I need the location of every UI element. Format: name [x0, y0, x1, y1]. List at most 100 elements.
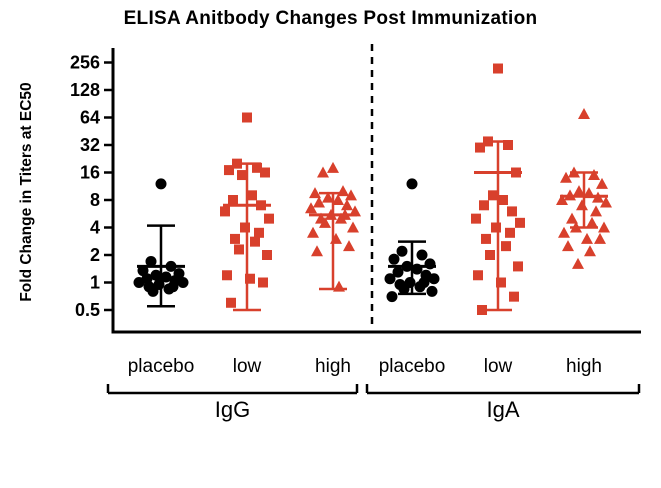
y-tick-label: 128: [70, 80, 100, 100]
data-point-circle: [414, 281, 426, 293]
y-tick-label: 16: [80, 163, 100, 183]
data-point-circle: [177, 277, 189, 288]
data-point-square: [491, 222, 501, 233]
data-point-triangle: [345, 189, 357, 201]
data-point-square: [237, 170, 247, 181]
data-point-triangle: [573, 185, 585, 197]
data-point-triangle: [327, 161, 339, 173]
data-point-square: [252, 162, 262, 173]
data-point-triangle: [317, 166, 329, 178]
data-point-triangle: [590, 205, 602, 217]
data-point-triangle: [588, 169, 600, 181]
data-point-square: [240, 222, 250, 233]
data-point-triangle: [562, 240, 574, 252]
data-point-square: [245, 273, 255, 284]
y-tick-label: 2: [90, 245, 100, 265]
data-point-triangle: [305, 202, 317, 214]
data-point-square: [493, 63, 503, 74]
x-group-label: high: [566, 356, 602, 377]
y-tick-label: 64: [80, 108, 100, 128]
data-point-square: [505, 227, 515, 238]
data-point-square: [471, 213, 481, 224]
panel-label: IgG: [215, 397, 250, 422]
data-point-circle: [396, 245, 408, 257]
data-point-triangle: [586, 216, 598, 228]
data-point-circle: [147, 285, 159, 297]
data-point-square: [477, 305, 487, 315]
x-group-label: placebo: [379, 356, 446, 377]
data-point-square: [475, 142, 485, 153]
data-point-triangle: [332, 194, 344, 205]
data-point-triangle: [594, 232, 606, 244]
data-point-circle: [406, 178, 418, 190]
data-point-triangle: [596, 177, 608, 189]
data-point-triangle: [319, 216, 331, 228]
data-point-circle: [155, 178, 167, 190]
data-point-square: [507, 206, 517, 217]
y-tick-label: 8: [90, 190, 100, 210]
chart-title: ELISA Anitbody Changes Post Immunization: [123, 8, 538, 29]
data-point-square: [220, 206, 230, 217]
y-tick-label: 256: [70, 53, 100, 73]
data-point-triangle: [343, 240, 355, 252]
data-point-square: [262, 250, 272, 260]
data-point-square: [515, 217, 525, 228]
data-point-square: [254, 227, 264, 238]
data-point-triangle: [309, 187, 321, 199]
data-point-square: [234, 244, 244, 255]
y-tick-label: 1: [90, 273, 100, 293]
y-tick-label: 32: [80, 135, 100, 155]
panel-label: IgA: [486, 397, 519, 422]
data-point-triangle: [313, 196, 325, 208]
data-point-circle: [416, 249, 428, 261]
data-point-square: [473, 270, 483, 281]
data-point-circle: [386, 291, 398, 303]
data-point-square: [247, 190, 257, 201]
x-group-label: low: [233, 356, 262, 377]
y-tick-label: 4: [90, 218, 100, 238]
y-axis-label: Fold Change in Titers at EC50: [18, 82, 35, 302]
data-point-circle: [426, 285, 438, 297]
data-point-triangle: [558, 226, 570, 238]
data-point-square: [242, 112, 252, 123]
data-point-square: [264, 213, 274, 224]
data-point-square: [224, 165, 234, 176]
data-point-square: [488, 190, 498, 201]
data-point-triangle: [307, 226, 319, 238]
data-point-circle: [150, 269, 162, 281]
data-point-square: [230, 233, 240, 244]
data-point-triangle: [337, 185, 349, 197]
data-point-triangle: [347, 221, 359, 233]
data-point-circle: [163, 283, 175, 295]
data-point-square: [498, 195, 508, 205]
data-point-square: [501, 241, 511, 252]
data-point-triangle: [341, 199, 353, 211]
y-tick-label: 0.5: [75, 300, 100, 320]
data-point-square: [481, 233, 491, 244]
data-point-square: [228, 195, 238, 205]
data-point-circle: [392, 266, 404, 278]
data-point-square: [260, 167, 270, 178]
data-point-triangle: [600, 196, 612, 208]
data-point-triangle: [556, 194, 568, 205]
data-point-triangle: [584, 245, 596, 257]
data-point-square: [479, 200, 489, 211]
data-point-circle: [133, 277, 145, 288]
data-point-triangle: [576, 199, 588, 211]
data-point-triangle: [311, 245, 323, 257]
data-point-triangle: [572, 257, 584, 269]
data-point-triangle: [322, 191, 334, 203]
data-point-square: [509, 291, 519, 302]
data-point-square: [513, 261, 523, 272]
data-point-square: [222, 270, 232, 281]
data-point-square: [250, 236, 260, 247]
data-point-square: [258, 277, 268, 288]
data-point-square: [503, 140, 513, 150]
x-group-label: placebo: [128, 356, 195, 377]
data-point-triangle: [578, 107, 590, 119]
data-point-triangle: [560, 171, 572, 183]
x-group-label: high: [315, 356, 351, 377]
data-point-circle: [428, 273, 440, 285]
data-point-square: [496, 277, 506, 288]
